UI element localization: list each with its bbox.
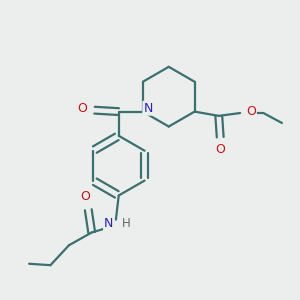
Text: O: O — [80, 190, 90, 203]
Text: N: N — [143, 102, 153, 115]
Text: O: O — [246, 105, 256, 118]
Text: O: O — [215, 142, 225, 156]
Text: O: O — [77, 102, 87, 115]
Text: H: H — [122, 218, 131, 230]
Text: N: N — [104, 218, 113, 230]
